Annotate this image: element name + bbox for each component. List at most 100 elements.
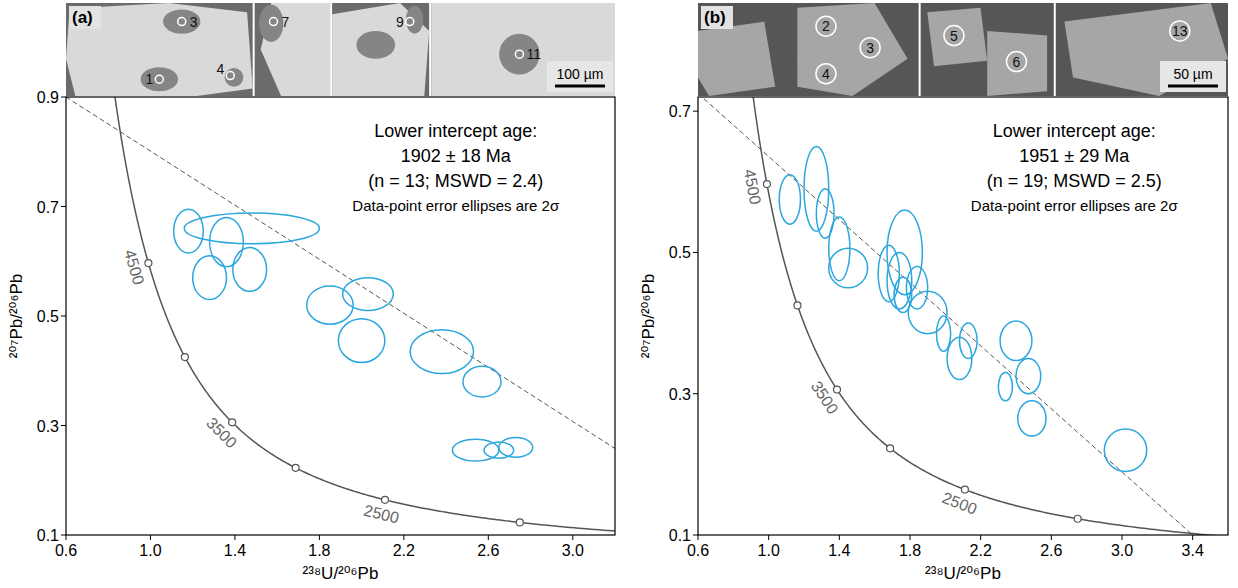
error-ellipse — [779, 175, 800, 224]
spot — [406, 18, 414, 26]
x-tick-label: 0.6 — [55, 542, 77, 559]
y-tick-label: 0.9 — [37, 89, 59, 106]
spot — [178, 18, 186, 26]
y-tick-label: 0.7 — [37, 199, 59, 216]
annotation: Lower intercept age: — [993, 121, 1156, 141]
spot-label: 9 — [396, 14, 404, 30]
x-tick — [234, 535, 235, 540]
y-tick — [693, 393, 698, 394]
concordia-curve — [66, 97, 615, 535]
concordia-age-label: 2500 — [362, 502, 401, 527]
spot-label: 3 — [866, 40, 874, 56]
error-ellipse — [887, 210, 922, 295]
x-tick-label: 1.4 — [224, 542, 246, 559]
x-tick — [1122, 535, 1123, 540]
grain — [332, 3, 429, 96]
concordia-age-marker — [229, 419, 236, 426]
inclusion — [356, 31, 395, 59]
x-tick — [1192, 535, 1193, 540]
y-tick-label: 0.7 — [669, 103, 691, 120]
error-ellipse — [908, 291, 947, 333]
x-tick-label: 3.4 — [1182, 542, 1204, 559]
x-tick — [910, 535, 911, 540]
scale-label: 100 µm — [557, 66, 604, 82]
bse-image: 56 — [921, 3, 1054, 96]
x-tick — [980, 535, 981, 540]
spot — [270, 18, 278, 26]
y-axis-title: ²⁰⁷Pb/²⁰⁶Pb — [7, 274, 26, 358]
y-tick — [61, 425, 66, 426]
x-tick — [319, 535, 320, 540]
error-ellipse — [1104, 429, 1146, 471]
plot-area — [698, 97, 1228, 535]
annotation: Data-point error ellipses are 2σ — [352, 197, 560, 214]
y-tick — [61, 535, 66, 536]
y-tick — [693, 252, 698, 253]
plot-frame — [66, 97, 615, 535]
image-background — [921, 3, 1054, 96]
error-ellipse — [1018, 401, 1046, 436]
bse-image: 9 — [332, 3, 429, 96]
concordia-age-marker — [1074, 515, 1081, 522]
concordia-age-marker — [794, 302, 801, 309]
y-tick — [61, 316, 66, 317]
x-tick-label: 1.0 — [758, 542, 780, 559]
concordia-age-label: 4500 — [741, 168, 764, 206]
plot-area — [66, 97, 615, 535]
x-axis-title: ²³⁸U/²⁰⁶Pb — [303, 564, 379, 583]
bse-images: 314(a)7911100 µm — [66, 3, 615, 96]
spot-label: 5 — [950, 28, 958, 44]
error-ellipse — [338, 319, 384, 363]
spot — [816, 16, 836, 36]
spot-label: 3 — [190, 14, 198, 30]
y-axis-title: ²⁰⁷Pb/²⁰⁶Pb — [639, 274, 658, 358]
error-ellipse — [193, 256, 227, 300]
x-tick-label: 0.6 — [687, 542, 709, 559]
spot-label: 4 — [216, 61, 224, 77]
spot — [860, 38, 880, 58]
spot-label: 13 — [1172, 23, 1188, 39]
spot-label: 2 — [822, 18, 830, 34]
scale-patch — [547, 61, 613, 92]
concordia-age-marker — [181, 354, 188, 361]
x-tick-label: 2.2 — [970, 542, 992, 559]
grain — [987, 31, 1047, 96]
x-tick — [698, 535, 699, 540]
x-axis-title: ²³⁸U/²⁰⁶Pb — [925, 564, 1001, 583]
error-ellipse — [998, 373, 1012, 401]
annotation: Data-point error ellipses are 2σ — [971, 197, 1179, 214]
scale-bar — [1168, 85, 1218, 88]
annotation: (n = 19; MSWD = 2.5) — [987, 171, 1162, 191]
error-ellipse — [1016, 358, 1041, 393]
inclusion — [225, 68, 244, 87]
annotation: Lower intercept age: — [374, 121, 537, 141]
image-background — [431, 3, 615, 96]
spot — [816, 64, 836, 84]
y-tick-label: 0.3 — [37, 418, 59, 435]
plot-frame — [698, 97, 1228, 535]
x-tick — [572, 535, 573, 540]
spot-label: 1 — [146, 71, 154, 87]
concordia-age-label: 4500 — [121, 248, 147, 287]
bse-images: 234(b)561350 µm — [698, 3, 1228, 96]
error-ellipse — [937, 316, 951, 351]
x-tick-label: 1.8 — [899, 542, 921, 559]
bse-image: 7 — [255, 3, 330, 96]
concordia-age-marker — [382, 496, 389, 503]
error-ellipse — [307, 286, 353, 324]
error-ellipse — [233, 248, 267, 292]
concordia-age-marker — [834, 386, 841, 393]
concordia-age-marker — [887, 445, 894, 452]
spot-label: 4 — [822, 66, 830, 82]
panel-label: (b) — [704, 8, 726, 27]
error-ellipse — [184, 213, 319, 244]
error-ellipse — [816, 189, 834, 238]
grain — [698, 22, 775, 96]
inclusion — [163, 10, 200, 34]
image-background — [1056, 3, 1228, 96]
grain — [1064, 3, 1228, 96]
x-tick-label: 3.0 — [1111, 542, 1133, 559]
inclusion — [141, 67, 178, 91]
bse-image: 2 3 4 (b) — [698, 3, 919, 96]
spot-label: 11 — [526, 46, 541, 62]
